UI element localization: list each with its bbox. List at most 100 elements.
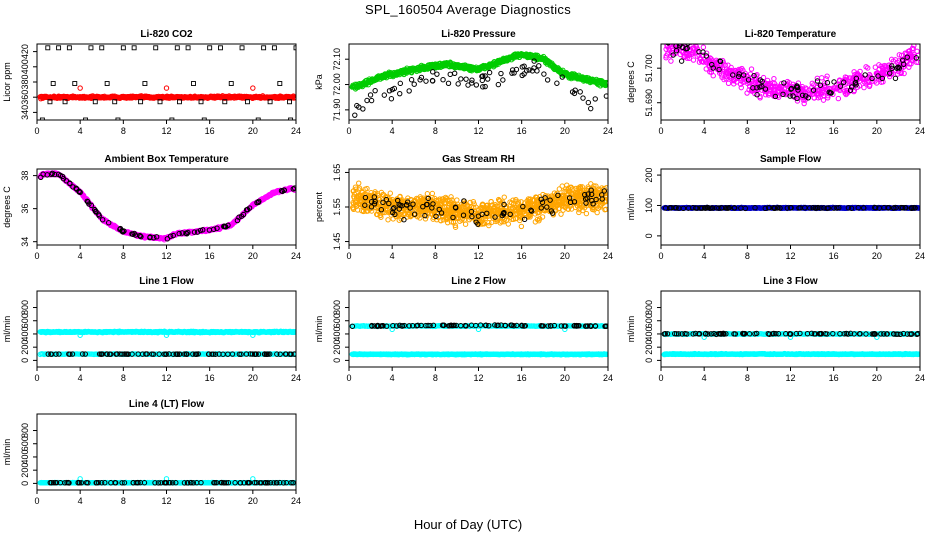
data-point (521, 216, 528, 223)
data-point (291, 329, 296, 336)
data-point (898, 52, 905, 59)
data-point (776, 84, 783, 90)
data-point (445, 207, 452, 214)
data-point (847, 87, 854, 93)
data-point (802, 205, 808, 211)
data-point (452, 224, 459, 230)
data-point (423, 78, 429, 84)
data-point (893, 204, 899, 211)
data-point (863, 64, 869, 70)
data-point (818, 75, 825, 81)
data-point (572, 87, 578, 93)
data-point (558, 211, 564, 217)
data-point (709, 58, 715, 64)
data-point (475, 213, 482, 219)
x-tick-label: 4 (390, 251, 395, 261)
data-point (559, 183, 565, 189)
plot-frame (36, 168, 297, 246)
data-point (500, 210, 507, 216)
y-tick-label: 100 (644, 198, 654, 213)
data-point (685, 44, 691, 46)
data-point (541, 71, 547, 77)
data-point (390, 216, 396, 222)
x-tick-label: 0 (34, 126, 39, 136)
x-tick-label: 12 (473, 126, 483, 136)
data-point (362, 202, 368, 208)
data-point (473, 204, 479, 210)
data-point (521, 71, 527, 77)
data-point (555, 199, 562, 206)
data-point (509, 70, 515, 76)
data-point (824, 73, 830, 79)
data-point (395, 197, 401, 204)
panel-title: Line 1 Flow (139, 276, 194, 287)
data-point (749, 88, 755, 94)
data-point (799, 92, 806, 98)
data-point (278, 188, 285, 194)
data-point (430, 69, 436, 75)
data-point (50, 81, 56, 86)
x-tick-label: 0 (34, 251, 39, 261)
data-point (138, 99, 144, 105)
y-tick-label: 72.00 (332, 73, 342, 96)
y-tick-label: 34 (20, 237, 30, 247)
data-point (84, 198, 90, 204)
data-point (577, 89, 583, 95)
x-tick-label: 16 (829, 126, 839, 136)
data-point (771, 88, 777, 94)
data-point (351, 193, 357, 200)
data-point (495, 196, 502, 203)
plot-frame (348, 43, 609, 121)
data-point (400, 211, 406, 217)
data-point (485, 213, 491, 219)
data-point (529, 202, 535, 209)
data-point (908, 61, 914, 67)
y-tick-label: 200 (644, 168, 654, 183)
data-point (534, 216, 541, 223)
y-tick-label: 360 (20, 90, 30, 105)
data-point (807, 205, 813, 211)
data-point (354, 193, 360, 200)
data-point (725, 205, 731, 211)
data-point (752, 205, 758, 211)
data-point (440, 196, 446, 202)
x-tick-label: 24 (915, 126, 925, 136)
data-point (590, 201, 596, 207)
data-point (244, 99, 250, 105)
panel-title: Ambient Box Temperature (104, 154, 229, 165)
data-point (800, 86, 806, 92)
data-point (433, 208, 439, 214)
data-point (906, 54, 913, 60)
data-point (890, 205, 897, 211)
data-point (364, 97, 370, 104)
x-tick-label: 20 (872, 251, 882, 261)
data-point (359, 198, 365, 204)
data-point (147, 234, 153, 241)
data-point (866, 83, 873, 90)
data-point (564, 182, 570, 188)
data-point (883, 69, 889, 76)
data-point (239, 45, 245, 51)
data-point (163, 332, 170, 338)
data-point (912, 205, 918, 211)
data-point (486, 210, 493, 217)
data-point (281, 187, 287, 193)
data-point (526, 212, 533, 219)
x-tick-label: 20 (560, 126, 570, 136)
data-point (555, 194, 561, 201)
data-point (194, 229, 201, 235)
data-point (768, 84, 774, 90)
data-point (461, 198, 467, 204)
data-point (531, 58, 537, 64)
y-axis-label: ml/min (626, 194, 636, 221)
data-point (518, 223, 525, 230)
data-point (458, 76, 464, 82)
data-point (494, 204, 501, 210)
data-point (876, 205, 883, 211)
data-point (510, 197, 516, 203)
data-point (422, 216, 429, 222)
data-point (678, 58, 685, 64)
data-point (825, 95, 831, 101)
